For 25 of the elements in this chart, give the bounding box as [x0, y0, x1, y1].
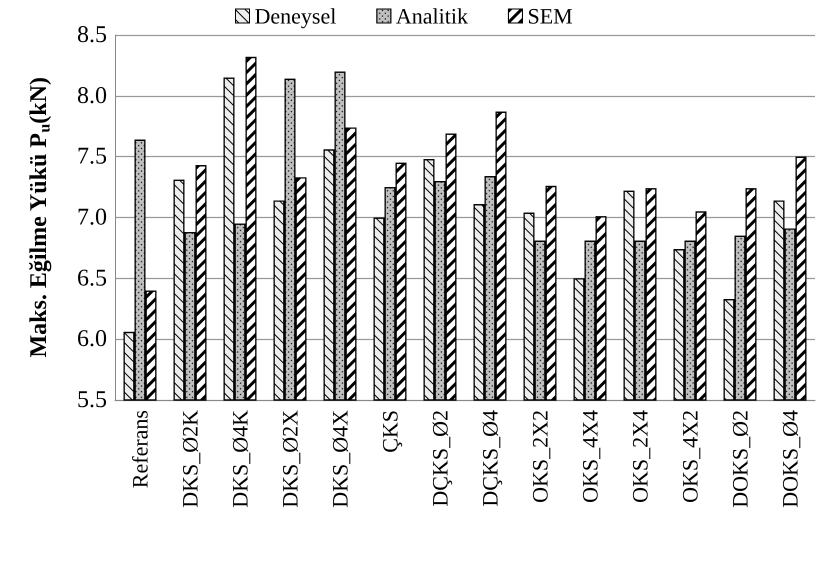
y-tick-label: 7.5 — [77, 144, 107, 170]
x-tick-label: OKS_2X2 — [528, 410, 552, 503]
x-tick-label: DKS_Ø2K — [178, 410, 202, 508]
x-tick-label: DOKS_Ø2 — [728, 410, 752, 508]
y-tick-label: 5.5 — [77, 387, 107, 413]
legend-label: SEM — [527, 4, 573, 28]
legend-label: Analitik — [396, 4, 468, 28]
x-tick-label: DKS_Ø2X — [278, 410, 302, 508]
y-tick-label: 8.0 — [77, 82, 107, 109]
y-axis-title: Maks. Eğilme Yükü Pu(kN) — [26, 77, 54, 358]
y-tick-label: 6.5 — [77, 265, 107, 292]
y-tick-label: 6.0 — [77, 326, 107, 352]
x-tick-label: DÇKS_Ø4 — [478, 410, 502, 507]
x-tick-label: ÇKS — [378, 410, 402, 453]
y-tick-label: 8.5 — [77, 22, 107, 48]
x-tick-label: OKS_4X2 — [678, 410, 702, 503]
x-tick-label: DOKS_Ø4 — [778, 410, 802, 508]
x-tick-label: Referans — [128, 410, 152, 488]
x-tick-label: DKS_Ø4X — [328, 410, 352, 508]
x-tick-label: OKS_4X4 — [578, 410, 602, 503]
x-tick-label: DÇKS_Ø2 — [428, 410, 452, 507]
y-tick-label: 7.0 — [77, 204, 107, 230]
x-tick-label: DKS_Ø4K — [228, 410, 252, 508]
legend-label: Deneysel — [254, 4, 336, 28]
x-tick-label: OKS_2X4 — [628, 410, 652, 503]
